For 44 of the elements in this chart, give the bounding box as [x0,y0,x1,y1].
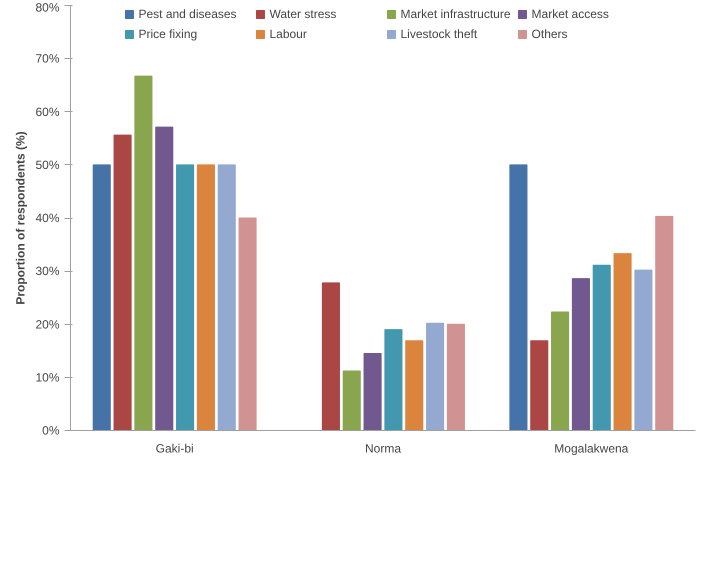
bar [238,218,257,430]
y-tick-label: 70% [35,52,60,66]
y-tick-label: 30% [35,264,60,278]
bar [218,164,236,430]
y-tick-label: 50% [35,158,60,172]
legend-label: Market access [532,7,610,21]
y-axis-title: Proportion of respondents (%) [13,131,28,305]
bar [405,340,424,430]
bar [176,164,194,430]
x-tick-label: Norma [364,442,402,456]
legend-label: Pest and diseases [138,7,238,21]
bar [655,216,674,430]
bar [614,253,632,430]
y-tick-label: 60% [35,104,60,119]
legend-label: Water stress [269,7,338,21]
bar [134,76,152,430]
legend-label: Others [532,27,569,41]
bar [342,370,361,430]
legend-label: Market infrastructure [400,7,511,21]
bar [634,270,652,430]
legend-label: Livestock theft [400,27,478,41]
bar [426,322,444,430]
bar [572,278,590,430]
x-tick-label: Gaki-bi [156,442,194,456]
bar [155,126,174,430]
bar [92,164,111,430]
y-tick-label: 80% [35,0,60,14]
y-tick-label: 20% [35,317,60,332]
y-tick-label: 40% [35,211,60,225]
bar [196,164,215,430]
legend-label: Labour [269,27,308,41]
bar [551,312,570,430]
y-tick-label: 0% [42,424,60,438]
bar [364,352,382,430]
x-tick-label: Mogalakwena [554,442,629,456]
bar [384,329,402,430]
bar [446,324,465,430]
bar [322,282,340,430]
bar [114,134,132,430]
bar [509,164,528,430]
bar [530,340,548,430]
legend-label: Price fixing [138,27,198,41]
y-tick-label: 10% [35,370,60,384]
bar [592,264,611,430]
